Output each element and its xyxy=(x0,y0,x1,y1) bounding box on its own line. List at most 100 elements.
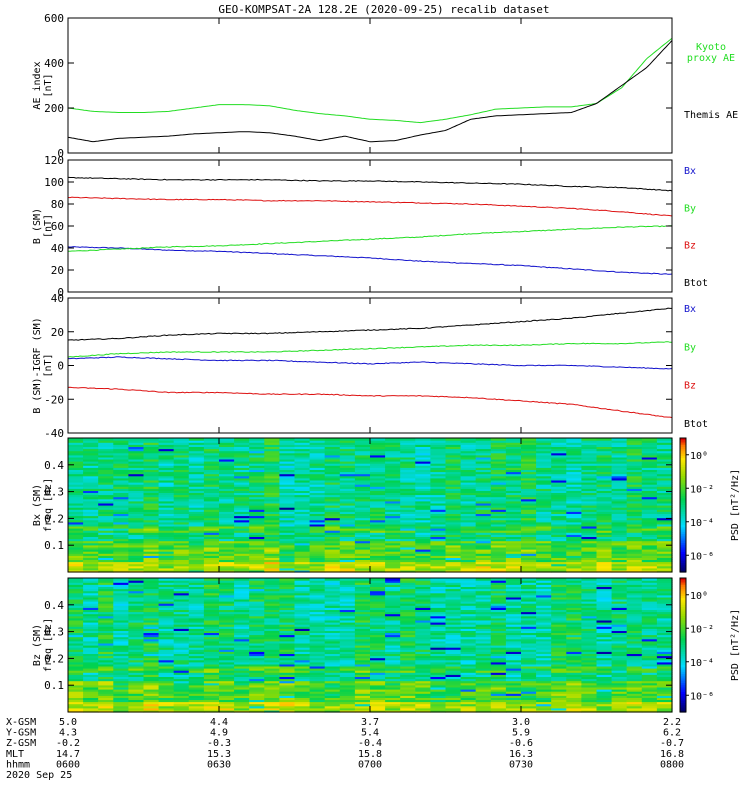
spectrogram-cell xyxy=(113,601,129,604)
spectrogram-cell xyxy=(430,672,447,675)
spectrogram-cell xyxy=(490,645,507,648)
spectrogram-cell xyxy=(551,624,567,627)
spectrogram-cell xyxy=(354,596,371,600)
spectrogram-cell xyxy=(566,444,582,447)
spectrogram-cell xyxy=(279,657,296,661)
spectrogram-cell xyxy=(279,540,296,544)
spectrogram-cell xyxy=(490,590,507,594)
spectrogram-cell xyxy=(158,544,175,548)
spectrogram-cell xyxy=(370,479,386,483)
spectrogram-cell xyxy=(203,553,220,556)
spectrogram-cell xyxy=(309,626,326,629)
spectrogram-cell xyxy=(234,536,250,540)
spectrogram-cell xyxy=(98,469,114,473)
spectrogram-cell xyxy=(83,465,99,468)
spectrogram-cell xyxy=(173,446,190,450)
spectrogram-cell xyxy=(641,542,658,546)
spectrogram-cell xyxy=(143,465,160,468)
spectrogram-cell xyxy=(505,661,522,665)
spectrogram-cell xyxy=(656,507,673,510)
spectrogram-cell xyxy=(415,632,431,636)
spectrogram-cell xyxy=(339,592,356,596)
spectrogram-cell xyxy=(203,588,220,592)
spectrogram-cell xyxy=(460,609,477,613)
spectrogram-cell xyxy=(83,676,99,680)
colorbar-segment xyxy=(680,460,686,464)
spectrogram-cell xyxy=(188,665,205,669)
spectrogram-cell xyxy=(309,674,326,677)
spectrogram-cell xyxy=(98,655,114,659)
spectrogram-cell xyxy=(400,452,416,456)
spectrogram-cell xyxy=(475,607,492,610)
spectrogram-cell xyxy=(445,632,462,636)
spectrogram-cell xyxy=(113,645,129,648)
spectrogram-cell xyxy=(83,695,99,698)
spectrogram-cell xyxy=(188,540,205,544)
spectrogram-cell xyxy=(460,682,477,686)
spectrogram-cell xyxy=(566,488,582,491)
spectrogram-cell xyxy=(626,486,643,489)
spectrogram-cell xyxy=(188,689,205,692)
spectrogram-cell xyxy=(460,500,477,504)
spectrogram-cell xyxy=(234,701,250,705)
colorbar-segment xyxy=(680,527,686,531)
spectrogram-cell xyxy=(98,611,114,615)
spectrogram-cell xyxy=(203,638,220,642)
spectrogram-cell xyxy=(596,540,613,544)
spectrogram-cell xyxy=(83,632,99,636)
spectrogram-cell xyxy=(430,668,447,671)
spectrogram-cell xyxy=(128,488,145,491)
spectrogram-cell xyxy=(234,693,250,696)
spectrogram-cell xyxy=(339,500,356,504)
spectrogram-cell xyxy=(581,567,598,571)
spectrogram-cell xyxy=(173,605,190,608)
spectrogram-cell xyxy=(339,452,356,456)
spectrogram-cell xyxy=(68,467,84,470)
spectrogram-cell xyxy=(370,603,386,606)
spectrogram-cell xyxy=(596,471,613,475)
spectrogram-cell xyxy=(264,638,280,642)
spectrogram-cell xyxy=(113,492,129,496)
spectrogram-cell xyxy=(203,461,220,464)
colorbar-segment xyxy=(680,496,686,499)
spectrogram-cell xyxy=(234,484,250,487)
spectrogram-cell xyxy=(460,525,477,529)
spectrogram-cell xyxy=(234,502,250,506)
spectrogram-cell xyxy=(521,530,537,533)
spectrogram-cell xyxy=(385,672,401,675)
spectrogram-cell xyxy=(490,611,507,615)
spectrogram-cell xyxy=(521,630,537,633)
spectrogram-cell xyxy=(158,486,175,489)
spectrogram-cell xyxy=(294,569,311,573)
spectrogram-cell xyxy=(354,678,371,682)
spectrogram-cell xyxy=(234,697,250,700)
spectrogram-cell xyxy=(400,647,416,650)
spectrogram-cell xyxy=(113,484,129,487)
spectrogram-cell xyxy=(566,668,582,671)
spectrogram-cell xyxy=(264,603,280,606)
spectrogram-cell xyxy=(68,473,84,477)
spectrogram-cell xyxy=(294,567,311,571)
spectrogram-cell xyxy=(188,521,205,525)
spectrogram-cell xyxy=(626,567,643,571)
spectrogram-cell xyxy=(521,500,537,504)
spectrogram-cell xyxy=(445,544,462,548)
spectrogram-cell xyxy=(128,446,145,450)
spectrogram-cell xyxy=(279,653,296,657)
spectrogram-cell xyxy=(173,448,190,452)
spectrogram-cell xyxy=(475,672,492,675)
spectrogram-cell xyxy=(385,611,401,615)
colorbar-segment xyxy=(680,516,686,519)
spectrogram-cell xyxy=(581,557,598,560)
spectrogram-cell xyxy=(279,456,296,460)
spectrogram-cell xyxy=(490,551,507,554)
spectrogram-cell xyxy=(173,691,190,694)
spectrogram-cell xyxy=(339,615,356,619)
spectrogram-cell xyxy=(445,528,462,531)
spectrogram-cell xyxy=(430,590,447,594)
spectrogram-cell xyxy=(234,640,250,644)
spectrogram-cell xyxy=(490,594,507,598)
spectrogram-cell xyxy=(158,678,175,682)
spectrogram-cell xyxy=(143,448,160,452)
spectrogram-cell xyxy=(596,505,613,508)
